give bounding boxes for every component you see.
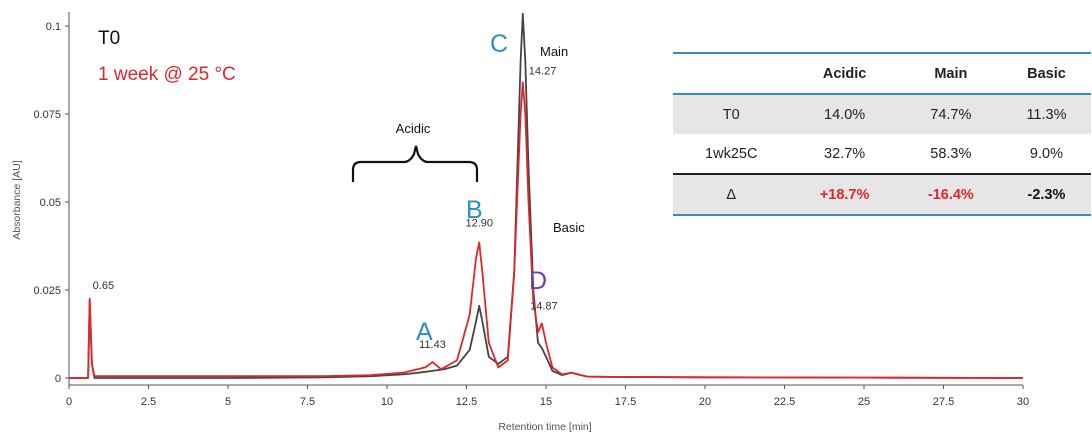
- x-tick-label: 25: [858, 396, 870, 408]
- table-header-cell: Acidic: [789, 53, 900, 95]
- table-header-row: Acidic Main Basic: [673, 53, 1091, 95]
- table-row-delta: Δ +18.7% -16.4% -2.3%: [673, 173, 1091, 216]
- y-axis-ticks: 0 0.025 0.05 0.075 0.1: [33, 21, 69, 385]
- peak-retention-label: 14.87: [530, 300, 558, 312]
- x-axis-ticks: 0 2.5 5 7.5 10 12.5 15 17.5 20 22.5 25 27.5 30: [66, 385, 1029, 408]
- y-tick-label: 0.025: [33, 285, 61, 297]
- table-cell: 58.3%: [930, 145, 972, 162]
- table-cell: Δ: [673, 173, 790, 216]
- peak-letter-a: A: [416, 318, 433, 346]
- x-tick-label: 2.5: [141, 396, 156, 408]
- table-cell: 9.0%: [1029, 145, 1063, 162]
- x-tick-label: 5: [225, 396, 231, 408]
- table-cell: 32.7%: [824, 145, 866, 162]
- table-cell: -16.4%: [899, 173, 1002, 216]
- x-tick-label: 30: [1017, 396, 1029, 408]
- y-tick-label: 0.075: [33, 109, 61, 121]
- table-cell: -2.3%: [1001, 173, 1091, 216]
- table-header-cell: [673, 53, 790, 95]
- peak-letter-d: D: [529, 267, 547, 295]
- table-cell: 11.3%: [1001, 94, 1091, 134]
- peak-letter-c: C: [490, 30, 508, 58]
- y-tick-label: 0.1: [46, 21, 61, 33]
- acidic-bracket: [351, 145, 479, 182]
- table-cell: 74.7%: [899, 94, 1002, 134]
- acidic-label: Acidic: [396, 121, 431, 136]
- table-row-t0: T0 14.0% 74.7% 11.3%: [673, 94, 1091, 134]
- y-axis-title: Absorbance [AU]: [11, 160, 23, 239]
- basic-label: Basic: [553, 220, 585, 235]
- x-tick-label: 10: [381, 396, 393, 408]
- peak-retention-label: 11.43: [419, 339, 446, 351]
- series-line-1wk25c: [69, 81, 1024, 379]
- main-label: Main: [540, 44, 568, 59]
- x-tick-label: 22.5: [774, 396, 795, 408]
- x-tick-label: 27.5: [933, 396, 954, 408]
- x-tick-label: 12.5: [456, 396, 477, 408]
- peak-retention-label: 0.65: [93, 280, 114, 292]
- peak-retention-label: 12.90: [465, 217, 493, 229]
- table-cell: +18.7%: [789, 173, 900, 216]
- x-axis-title: Retention time [min]: [498, 421, 591, 433]
- y-tick-label: 0: [55, 373, 61, 385]
- legend-t0: T0: [98, 28, 120, 49]
- series-layer: [69, 12, 1024, 379]
- x-tick-label: 17.5: [615, 396, 636, 408]
- summary-table: Acidic Main Basic T0 14.0% 74.7% 11.3% 1…: [673, 52, 1091, 216]
- x-tick-label: 20: [699, 396, 711, 408]
- peak-letter-b: B: [466, 196, 483, 224]
- table-header-cell: Main: [899, 53, 1002, 95]
- x-tick-label: 0: [66, 396, 72, 408]
- table-header-cell: Basic: [1001, 53, 1091, 95]
- table-row-1wk25c: 1wk25C 32.7% 58.3% 9.0%: [673, 134, 1091, 174]
- y-tick-label: 0.05: [40, 197, 61, 209]
- x-tick-label: 7.5: [300, 396, 315, 408]
- peak-labels: 0.65 11.43 12.90 14.27 14.87: [93, 65, 558, 351]
- table-cell: 14.0%: [789, 94, 900, 134]
- table-cell: 1wk25C: [705, 145, 758, 162]
- legend-1wk25c: 1 week @ 25 °C: [98, 64, 236, 85]
- x-tick-label: 15: [540, 396, 552, 408]
- table-cell: T0: [673, 94, 790, 134]
- peak-retention-label: 14.27: [529, 65, 557, 77]
